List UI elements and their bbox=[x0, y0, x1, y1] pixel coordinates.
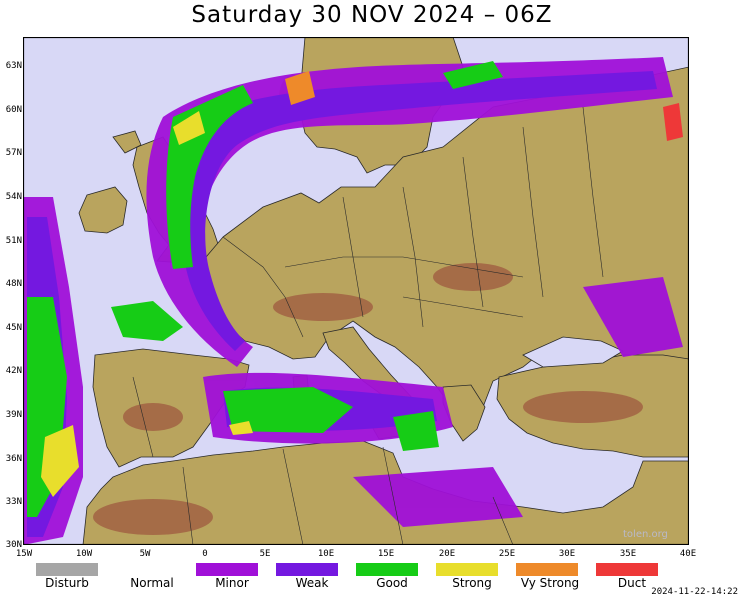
map-frame bbox=[23, 37, 689, 545]
legend-label: Duct bbox=[617, 576, 647, 590]
legend-swatch-normal bbox=[116, 563, 178, 576]
lon-label: 0 bbox=[202, 549, 208, 559]
legend-swatch-vy-strong bbox=[516, 563, 578, 576]
lat-label: 39N bbox=[5, 410, 22, 420]
legend-label: Normal bbox=[130, 576, 174, 590]
legend-swatch-good bbox=[356, 563, 418, 576]
borders bbox=[132, 106, 604, 545]
legend-swatch-weak bbox=[276, 563, 338, 576]
lat-label: 57N bbox=[5, 148, 22, 158]
legend-label: Weak bbox=[295, 576, 329, 590]
legend-label: Vy Strong bbox=[520, 576, 580, 590]
lon-label: 20E bbox=[438, 549, 456, 559]
lon-label: 10W bbox=[75, 549, 93, 559]
legend-swatch-disturb bbox=[36, 563, 98, 576]
strong-ducting bbox=[41, 111, 253, 497]
lat-label: 60N bbox=[5, 105, 22, 115]
black-sea bbox=[522, 336, 624, 368]
legend-swatch-minor bbox=[196, 563, 258, 576]
lon-label: 25E bbox=[498, 549, 516, 559]
lon-label: 5E bbox=[259, 549, 271, 559]
lat-label: 33N bbox=[5, 497, 22, 507]
watermark: tolen.org bbox=[623, 529, 668, 540]
map-title: Saturday 30 NOV 2024 – 06Z bbox=[191, 2, 553, 28]
lon-label: 5W bbox=[139, 549, 151, 559]
lon-label: 30E bbox=[558, 549, 576, 559]
lon-label: 40E bbox=[679, 549, 697, 559]
duct-ducting bbox=[663, 103, 683, 141]
lat-label: 45N bbox=[5, 323, 22, 333]
lon-label: 35E bbox=[619, 549, 637, 559]
lon-label: 15W bbox=[15, 549, 33, 559]
ducting-map: tolen.org bbox=[23, 37, 689, 545]
legend-label: Minor bbox=[215, 576, 249, 590]
lon-label: 15E bbox=[377, 549, 395, 559]
legend-swatch-strong bbox=[436, 563, 498, 576]
vy-strong-ducting bbox=[285, 71, 315, 105]
timestamp: 2024-11-22-14:22 bbox=[651, 587, 738, 597]
legend: Disturb Normal Minor Weak Good Strong Vy… bbox=[0, 562, 744, 602]
legend-swatch-duct bbox=[596, 563, 658, 576]
legend-label: Disturb bbox=[45, 576, 89, 590]
legend-label: Strong bbox=[452, 576, 492, 590]
lat-label: 42N bbox=[5, 366, 22, 376]
lat-label: 54N bbox=[5, 192, 22, 202]
legend-label: Good bbox=[376, 576, 408, 590]
lat-label: 51N bbox=[5, 236, 22, 246]
lat-label: 63N bbox=[5, 61, 22, 71]
lat-label: 36N bbox=[5, 454, 22, 464]
lat-label: 48N bbox=[5, 279, 22, 289]
lon-label: 10E bbox=[317, 549, 335, 559]
lat-label: 30N bbox=[5, 540, 22, 550]
